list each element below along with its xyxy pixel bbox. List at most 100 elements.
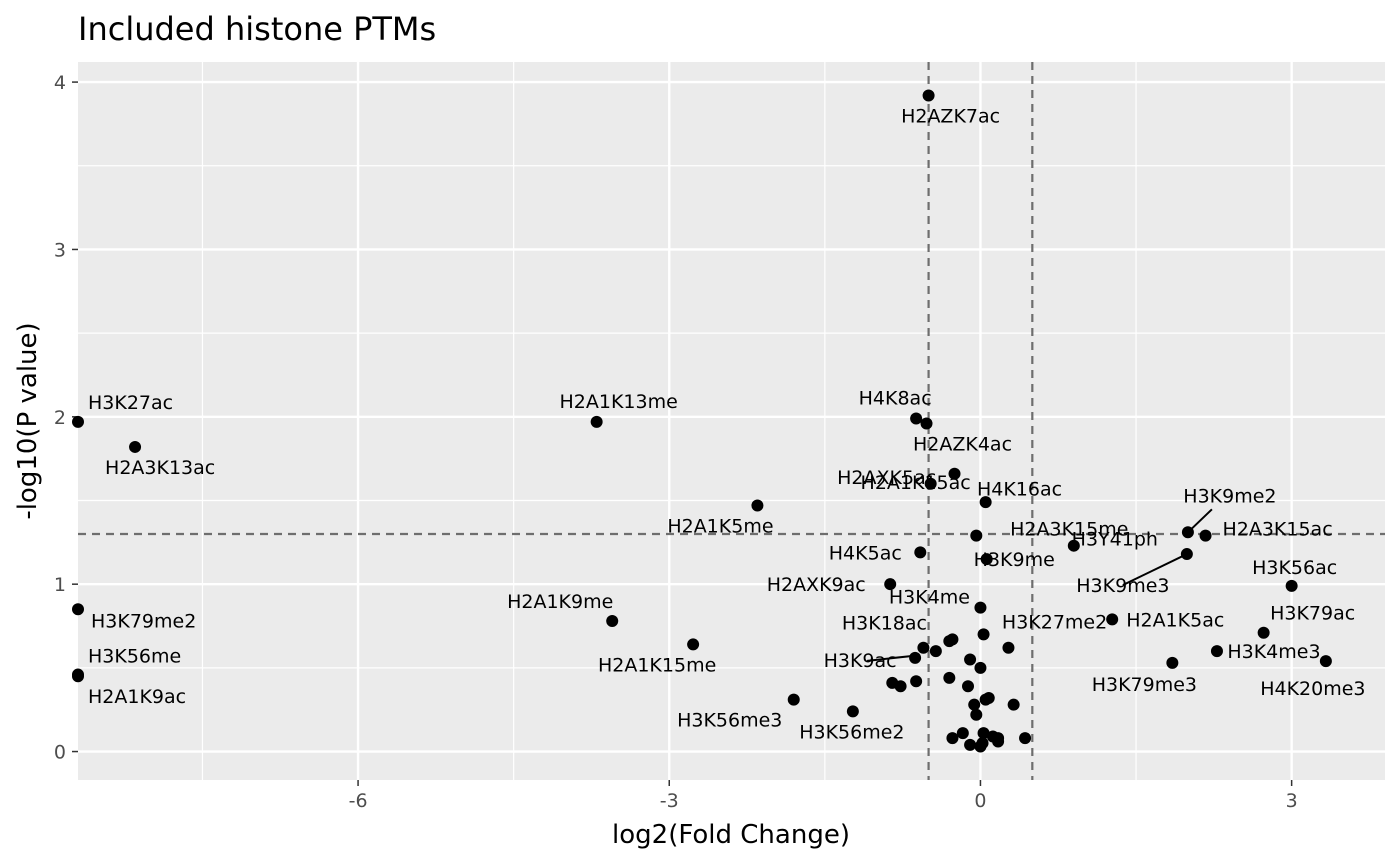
point-h4k5ac [914,546,927,559]
point-unlabeled [943,635,956,648]
point-h2azk4ac [920,417,933,430]
point-h3k79me3 [1166,656,1179,669]
label-h2a1k5me: H2A1K5me [667,516,773,538]
label-h3k56ac: H3K56ac [1252,557,1337,579]
label-h4k16ac: H4K16ac [977,479,1062,501]
point-unlabeled [992,735,1005,748]
label-h2azk4ac: H2AZK4ac [913,434,1012,456]
point-unlabeled [1002,641,1015,654]
point-unlabeled [946,732,959,745]
label-h2a1k13me: H2A1K13me [560,391,678,413]
point-unlabeled [943,671,956,684]
point-unlabeled [962,680,975,693]
label-h4k20me3: H4K20me3 [1260,678,1365,700]
point-h3k27ac [72,415,84,428]
label-h3k4me: H3K4me [889,587,970,609]
point-h3k56me3 [787,693,800,706]
point-unlabeled [910,675,923,688]
point-unlabeled [974,661,987,674]
leader-h3k9ac [866,654,914,662]
point-h3k79me2 [72,603,84,616]
point-h2axk5ac [924,477,937,490]
point-h2a1k9me [606,615,619,628]
axis-ticks: -6 -3 0 3 0 1 2 3 4 [54,72,1298,812]
label-h2a3k15ac: H2A3K15ac [1222,519,1332,541]
point-h3k9me [980,553,993,566]
x-axis-title: log2(Fold Change) [612,820,850,850]
point-h2a1k15ac [979,496,992,509]
point-unlabeled [964,738,977,751]
grid-lines [78,62,1385,780]
point-h3k56me2 [846,705,859,718]
label-h3k56me: H3K56me [88,646,181,668]
point-unlabeled [968,698,981,711]
plot-panel [78,62,1385,780]
label-h3y41ph: H3Y41ph [1072,529,1158,551]
label-h2a1k15ac: H2A1K15ac [861,472,971,494]
point-h3k9ac [909,651,922,664]
point-h2a3k15me [970,529,983,542]
label-h2a1k9ac: H2A1K9ac [88,686,186,708]
point-h2a3k13ac [129,440,142,453]
label-h3k18ac: H3K18ac [842,612,927,634]
point-h4k16ac [948,467,961,480]
label-h3k27me2: H3K27me2 [1002,611,1107,633]
point-unlabeled [917,641,930,654]
point-h2a1k15me [687,638,700,651]
point-h2a1k13me [590,415,603,428]
label-h3k79me2: H3K79me2 [91,610,196,632]
point-h2axk9ac [884,578,897,591]
point-unlabeled [977,727,990,740]
point-unlabeled [970,708,983,721]
label-h3k9me3: H3K9me3 [1076,575,1169,597]
threshold-lines [78,62,1385,780]
chart-title: Included histone PTMs [78,10,436,48]
label-h2a1k5ac: H2A1K5ac [1126,609,1224,631]
point-unlabeled [894,680,907,693]
point-h4k20me3 [1319,655,1332,668]
label-h3k9me: H3K9me [974,549,1055,571]
point-h4k8ac [910,412,923,425]
y-tick-label: 4 [54,72,66,94]
point-h3y41ph [1067,539,1080,552]
point-h3k27me2 [977,628,990,641]
label-h3k79ac: H3K79ac [1270,603,1355,625]
point-unlabeled [976,737,989,750]
x-tick-label: -3 [660,790,679,812]
label-h2a1k15me: H2A1K15me [598,654,716,676]
point-unlabeled [1007,698,1020,711]
point-h3k9me2 [1181,526,1194,539]
label-h3k4me3: H3K4me3 [1227,641,1320,663]
point-h3k56ac [1285,579,1298,592]
label-h4k5ac: H4K5ac [829,542,902,564]
label-h2a3k15me: H2A3K15me [1010,519,1128,541]
point-unlabeled [956,727,969,740]
y-tick-label: 3 [54,239,66,261]
y-tick-label: 1 [54,574,66,596]
point-h3k79ac [1257,626,1270,639]
data-points [72,89,1332,753]
point-h3k9me3 [1180,548,1193,561]
point-h3k4me [974,601,987,614]
point-h2a1k5ac [1106,613,1119,626]
label-h3k9ac: H3K9ac [824,650,897,672]
label-h3k56me3: H3K56me3 [677,710,782,732]
leader-h3k9me3 [1122,553,1188,586]
point-h2a3k15ac [1199,529,1212,542]
label-h2a1k9me: H2A1K9me [507,591,613,613]
x-tick-label: 0 [974,790,986,812]
point-h2a1k5me [751,499,764,512]
point-h2a1k9ac [72,670,84,683]
label-h3k79me3: H3K79me3 [1092,674,1197,696]
label-h3k27ac: H3K27ac [88,392,173,414]
x-tick-label: 3 [1286,790,1298,812]
point-h2azk7ac [922,89,935,102]
label-h3k9me2: H3K9me2 [1183,485,1276,507]
label-h3k56me2: H3K56me2 [799,721,904,743]
point-unlabeled [964,653,977,666]
y-tick-label: 2 [54,407,66,429]
point-labels: H2AZK7ac H3K27ac H2A3K13ac H2A1K13me H4K8ac H… [88,105,1366,743]
point-unlabeled [929,645,942,658]
label-h2a3k13ac: H2A3K13ac [105,457,215,479]
